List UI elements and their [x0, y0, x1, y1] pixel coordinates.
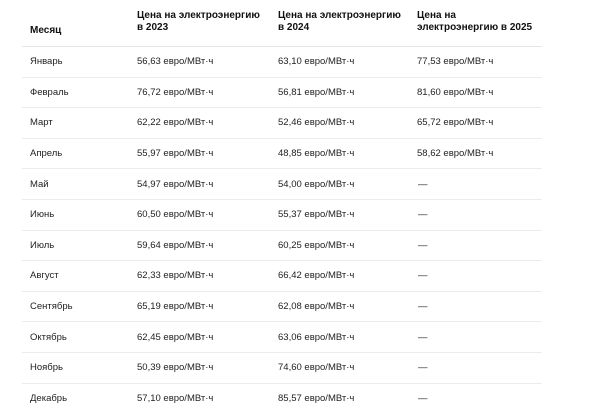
header-price-2023: Цена на электроэнергию в 2023 [129, 10, 270, 47]
price-2025-cell: — [409, 352, 542, 383]
price-2024-cell: 54,00 евро/МВт·ч [270, 169, 409, 200]
price-2025-cell: — [409, 199, 542, 230]
month-cell: Июль [22, 230, 129, 261]
price-2024-cell: 74,60 евро/МВт·ч [270, 352, 409, 383]
month-cell: Апрель [22, 138, 129, 169]
price-2024-cell: 63,10 евро/МВт·ч [270, 47, 409, 78]
price-2024-cell: 55,37 евро/МВт·ч [270, 199, 409, 230]
header-month: Месяц [22, 10, 129, 47]
price-2024-cell: 63,06 евро/МВт·ч [270, 322, 409, 353]
header-price-2024: Цена на электроэнергию в 2024 [270, 10, 409, 47]
price-2024-cell: 62,08 евро/МВт·ч [270, 291, 409, 322]
price-2023-cell: 76,72 евро/МВт·ч [129, 77, 270, 108]
price-2025-cell: — [409, 169, 542, 200]
month-cell: Август [22, 261, 129, 292]
electricity-price-table: Месяц Цена на электроэнергию в 2023 Цена… [22, 10, 542, 413]
price-2024-cell: 60,25 евро/МВт·ч [270, 230, 409, 261]
price-2025-cell: — [409, 261, 542, 292]
price-2023-cell: 59,64 евро/МВт·ч [129, 230, 270, 261]
price-2024-cell: 52,46 евро/МВт·ч [270, 108, 409, 139]
price-2025-cell: — [409, 230, 542, 261]
price-2023-cell: 60,50 евро/МВт·ч [129, 199, 270, 230]
price-2024-cell: 56,81 евро/МВт·ч [270, 77, 409, 108]
price-2025-cell: — [409, 383, 542, 413]
price-2024-cell: 66,42 евро/МВт·ч [270, 261, 409, 292]
price-2024-cell: 48,85 евро/МВт·ч [270, 138, 409, 169]
price-2023-cell: 62,22 евро/МВт·ч [129, 108, 270, 139]
price-2025-cell: 81,60 евро/МВт·ч [409, 77, 542, 108]
price-2023-cell: 57,10 евро/МВт·ч [129, 383, 270, 413]
month-cell: Июнь [22, 199, 129, 230]
month-cell: Февраль [22, 77, 129, 108]
month-cell: Март [22, 108, 129, 139]
table-header: Месяц Цена на электроэнергию в 2023 Цена… [22, 10, 542, 47]
month-cell: Ноябрь [22, 352, 129, 383]
price-2025-cell: — [409, 322, 542, 353]
month-cell: Октябрь [22, 322, 129, 353]
price-2023-cell: 55,97 евро/МВт·ч [129, 138, 270, 169]
price-2023-cell: 62,45 евро/МВт·ч [129, 322, 270, 353]
price-2023-cell: 65,19 евро/МВт·ч [129, 291, 270, 322]
month-cell: Сентябрь [22, 291, 129, 322]
price-2023-cell: 54,97 евро/МВт·ч [129, 169, 270, 200]
price-2025-cell: 65,72 евро/МВт·ч [409, 108, 542, 139]
price-2025-cell: 58,62 евро/МВт·ч [409, 138, 542, 169]
price-2023-cell: 50,39 евро/МВт·ч [129, 352, 270, 383]
page: Месяц Цена на электроэнергию в 2023 Цена… [0, 0, 592, 402]
month-cell: Январь [22, 47, 129, 78]
price-2024-cell: 85,57 евро/МВт·ч [270, 383, 409, 413]
header-price-2025: Цена на электроэнергию в 2025 [409, 10, 542, 47]
header-row: Месяц Цена на электроэнергию в 2023 Цена… [22, 10, 542, 47]
month-cell: Декабрь [22, 383, 129, 413]
price-2023-cell: 56,63 евро/МВт·ч [129, 47, 270, 78]
price-2023-cell: 62,33 евро/МВт·ч [129, 261, 270, 292]
price-2025-cell: — [409, 291, 542, 322]
month-cell: Май [22, 169, 129, 200]
price-2025-cell: 77,53 евро/МВт·ч [409, 47, 542, 78]
